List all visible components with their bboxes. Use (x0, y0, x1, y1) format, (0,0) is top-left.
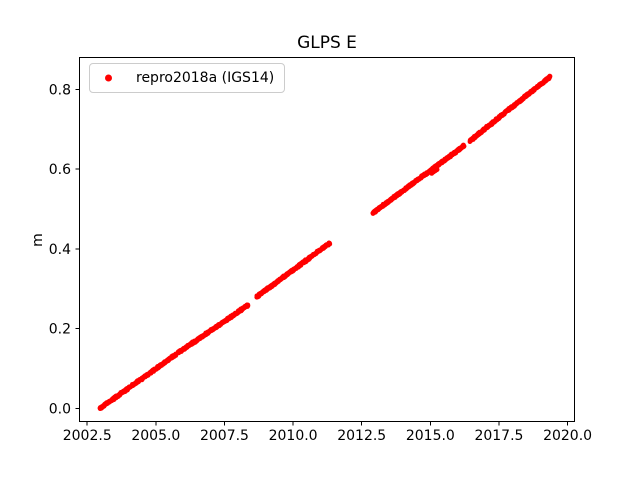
legend-label: repro2018a (IGS14) (136, 70, 275, 86)
y-axis-label: m (30, 233, 46, 247)
axis-ticks (75, 88, 569, 426)
y-tick-label: 0.0 (49, 401, 71, 417)
y-tick-label: 0.4 (49, 242, 71, 258)
y-tick-label: 0.8 (49, 82, 71, 98)
x-tick-label: 2010.0 (269, 428, 318, 444)
legend-marker-dot-icon (105, 74, 112, 82)
x-tick-label: 2002.5 (63, 428, 112, 444)
x-tick-label: 2012.5 (337, 428, 386, 444)
y-tick-label: 0.2 (49, 322, 71, 338)
x-tick-label: 2005.0 (131, 428, 180, 444)
axes-frame (79, 57, 575, 422)
scatter-series-0 (97, 73, 553, 412)
chart-title: GLPS E (297, 33, 357, 53)
x-tick-label: 2017.5 (474, 428, 523, 444)
x-tick-label: 2020.0 (543, 428, 592, 444)
axis-tick-labels: 2002.5 2005.0 2007.5 2010.0 2012.5 2015.0 2017… (49, 82, 592, 444)
legend: repro2018a (IGS14) (89, 63, 285, 93)
x-tick-label: 2007.5 (200, 428, 249, 444)
x-tick-label: 2015.0 (406, 428, 455, 444)
y-tick-label: 0.6 (49, 162, 71, 178)
